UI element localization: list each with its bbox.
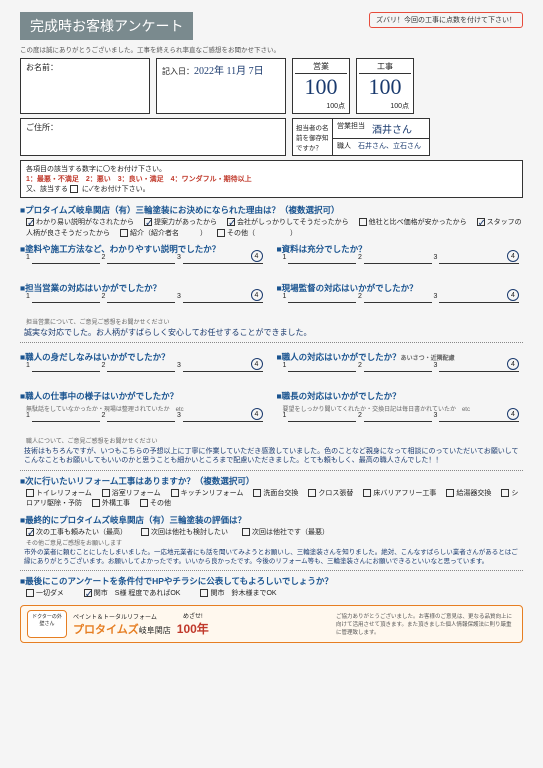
address-field: ご住所： (20, 118, 286, 156)
q8-options: 一切ダメ関市 S様 程度であればOK関市 鈴木様までOK (20, 589, 523, 600)
footer-box: ドクターの外壁さん ペイント＆トータルリフォーム プロタイムズ岐阜関店 めざせ!… (20, 605, 523, 643)
q7-options: 次の工事も頼みたい（最高）次回は他社も検討したい次回は他社です（最悪） (20, 528, 523, 539)
q6-title: ■次に行いたいリフォーム工事はありますか？（複数選択可） (20, 475, 523, 487)
q5r: ■職長の対応はいかがでしたか？ (277, 390, 524, 402)
q1-title: ■プロタイムズ岐阜関店（有）三輪塗装にお決めになられた理由は？（複数選択可） (20, 204, 523, 216)
q5-subtext: 職人について、ご意見ご感想をお聞かせください (20, 436, 523, 445)
q4r: ■職人の対応はいかがでしたか？あいさつ・近隣配慮 (277, 351, 524, 363)
q3l: ■担当営業の対応はいかがでしたか？ (20, 282, 267, 294)
logo-icon: ドクターの外壁さん (27, 610, 67, 638)
scale: 1234 (24, 421, 263, 434)
q5l-sub: 無駄話をしていなかったか・現場は整理されていたか etc (20, 404, 267, 413)
survey-title: 完成時お客様アンケート (20, 12, 193, 40)
q6-options: トイレリフォーム浴室リフォームキッチンリフォーム洗面台交換クロス張替床バリアフリ… (20, 489, 523, 510)
q5-freetext: 技術はもちろんですが、いつもこちらの予想以上に丁寧に作業していただき感激していま… (20, 445, 523, 467)
q3r: ■現場監督の対応はいかがでしたか？ (277, 282, 524, 294)
q1-options: わかり易い説明がなされたから提案力があったから会社がしっかりしてそうだったから他… (20, 218, 523, 239)
q5r-sub: 要望をしっかり聞いてくれたか・交換日記は毎日書かれていたか etc (277, 404, 524, 413)
scale: 1234 (24, 263, 263, 276)
thanks-text: この度は誠にありがとうございました。工事を終えられ率直なご感想をお聞かせ下さい。 (20, 44, 523, 54)
q2r: ■資料は充分でしたか？ (277, 243, 524, 255)
q4l: ■職人の身だしなみはいかがでしたか？ (20, 351, 267, 363)
staff-names: 担当者の名前を御存知ですか？ 営業担当 酒井さん 職人 石井さん、立石さん (292, 118, 430, 156)
instructions: 各項目の該当する数字に〇をお付け下さい。 1：最悪・不満足 2：悪い 3：良い・… (20, 160, 523, 198)
q3-freetext: 誠実な対応でした。お人柄がすばらしく安心してお任せすることができました。 (20, 326, 523, 340)
q7-freetext: 市外の業者に頼むことにしたしまいました。一応地元業者にも話を聞いてみようとお願い… (20, 547, 523, 568)
name-field: お名前： (20, 58, 150, 114)
scale: 1234 (24, 371, 263, 384)
scale: 1234 (281, 302, 520, 315)
date-field: 記入日：2022年 11月 7日 (156, 58, 286, 114)
scale: 1234 (281, 263, 520, 276)
work-score: 工事 100 100点 (356, 58, 414, 114)
q2l: ■塗料や施工方法など、わかりやすい説明でしたか？ (20, 243, 267, 255)
q5l: ■職人の仕事中の様子はいかがでしたか？ (20, 390, 267, 402)
scale: 1234 (281, 421, 520, 434)
q3-subtext: 担当営業について、ご意見ご感想をお聞かせください (20, 317, 523, 326)
q7-title: ■最終的にプロタイムズ岐阜関店（有）三輪塗装の評価は？ (20, 514, 523, 526)
scale: 1234 (24, 302, 263, 315)
scale: 1234 (281, 371, 520, 384)
q8-title: ■最後にこのアンケートを条件付でHPやチラシに公表してもよろしいでしょうか？ (20, 575, 523, 587)
q7-subtext: その他ご意見ご感想をお願いします (20, 538, 523, 547)
zubari-callout: ズバリ！今回の工事に点数を付けて下さい！ (369, 12, 523, 28)
sales-score: 営業 100 100点 (292, 58, 350, 114)
